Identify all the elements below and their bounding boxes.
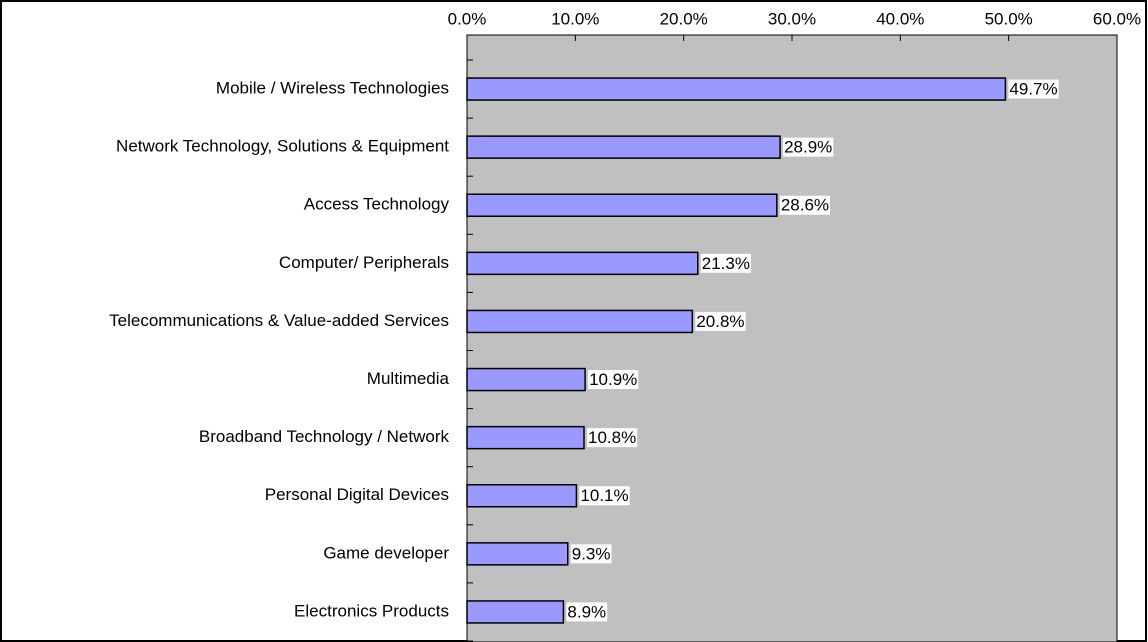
value-label-bg [579, 486, 630, 506]
value-label-bg [700, 253, 751, 273]
y-tick-label: Multimedia [367, 369, 450, 388]
value-label: 8.9% [567, 602, 606, 621]
x-tick-label: 10.0% [551, 9, 599, 28]
bar [466, 600, 565, 624]
bar [466, 425, 585, 450]
x-tick-label: 20.0% [660, 9, 708, 28]
value-label-bg [587, 428, 638, 448]
value-label: 10.8% [588, 428, 636, 447]
x-tick-label: 50.0% [985, 9, 1033, 28]
bar [466, 309, 694, 334]
bar [466, 77, 1007, 101]
value-label: 21.3% [702, 254, 750, 273]
value-label: 28.6% [781, 196, 829, 215]
y-tick-label: Mobile / Wireless Technologies [216, 79, 449, 98]
bar [466, 135, 781, 159]
bar [466, 193, 778, 217]
y-tick-label: Broadband Technology / Network [199, 427, 450, 446]
y-tick-label: Game developer [323, 543, 449, 562]
y-tick-label: Access Technology [304, 195, 450, 214]
y-tick-label: Telecommunications & Value-added Service… [109, 311, 449, 330]
x-tick-label: 60.0% [1093, 9, 1141, 28]
value-label: 49.7% [1009, 80, 1057, 99]
x-tick-label: 40.0% [876, 9, 924, 28]
y-tick-label: Personal Digital Devices [265, 485, 449, 504]
value-label-bg [566, 602, 608, 622]
value-label: 20.8% [696, 312, 744, 331]
y-tick-label: Network Technology, Solutions & Equipmen… [116, 137, 449, 156]
value-label: 9.3% [572, 544, 611, 563]
bar [466, 542, 569, 566]
y-tick-label: Electronics Products [294, 601, 449, 620]
bar [466, 251, 699, 276]
x-tick-label: 0.0% [448, 9, 487, 28]
value-label: 28.9% [784, 138, 832, 157]
value-label-bg [1008, 79, 1059, 99]
bar [466, 367, 586, 392]
x-tick-label: 30.0% [768, 9, 816, 28]
value-label-bg [779, 195, 831, 215]
value-label: 10.9% [589, 370, 637, 389]
y-tick-label: Computer/ Peripherals [279, 253, 449, 272]
value-label-bg [570, 544, 612, 564]
value-label-bg [783, 137, 834, 157]
bar [466, 484, 578, 508]
value-label-bg [695, 311, 746, 331]
value-label: 10.1% [580, 486, 628, 505]
value-label-bg [588, 370, 639, 390]
